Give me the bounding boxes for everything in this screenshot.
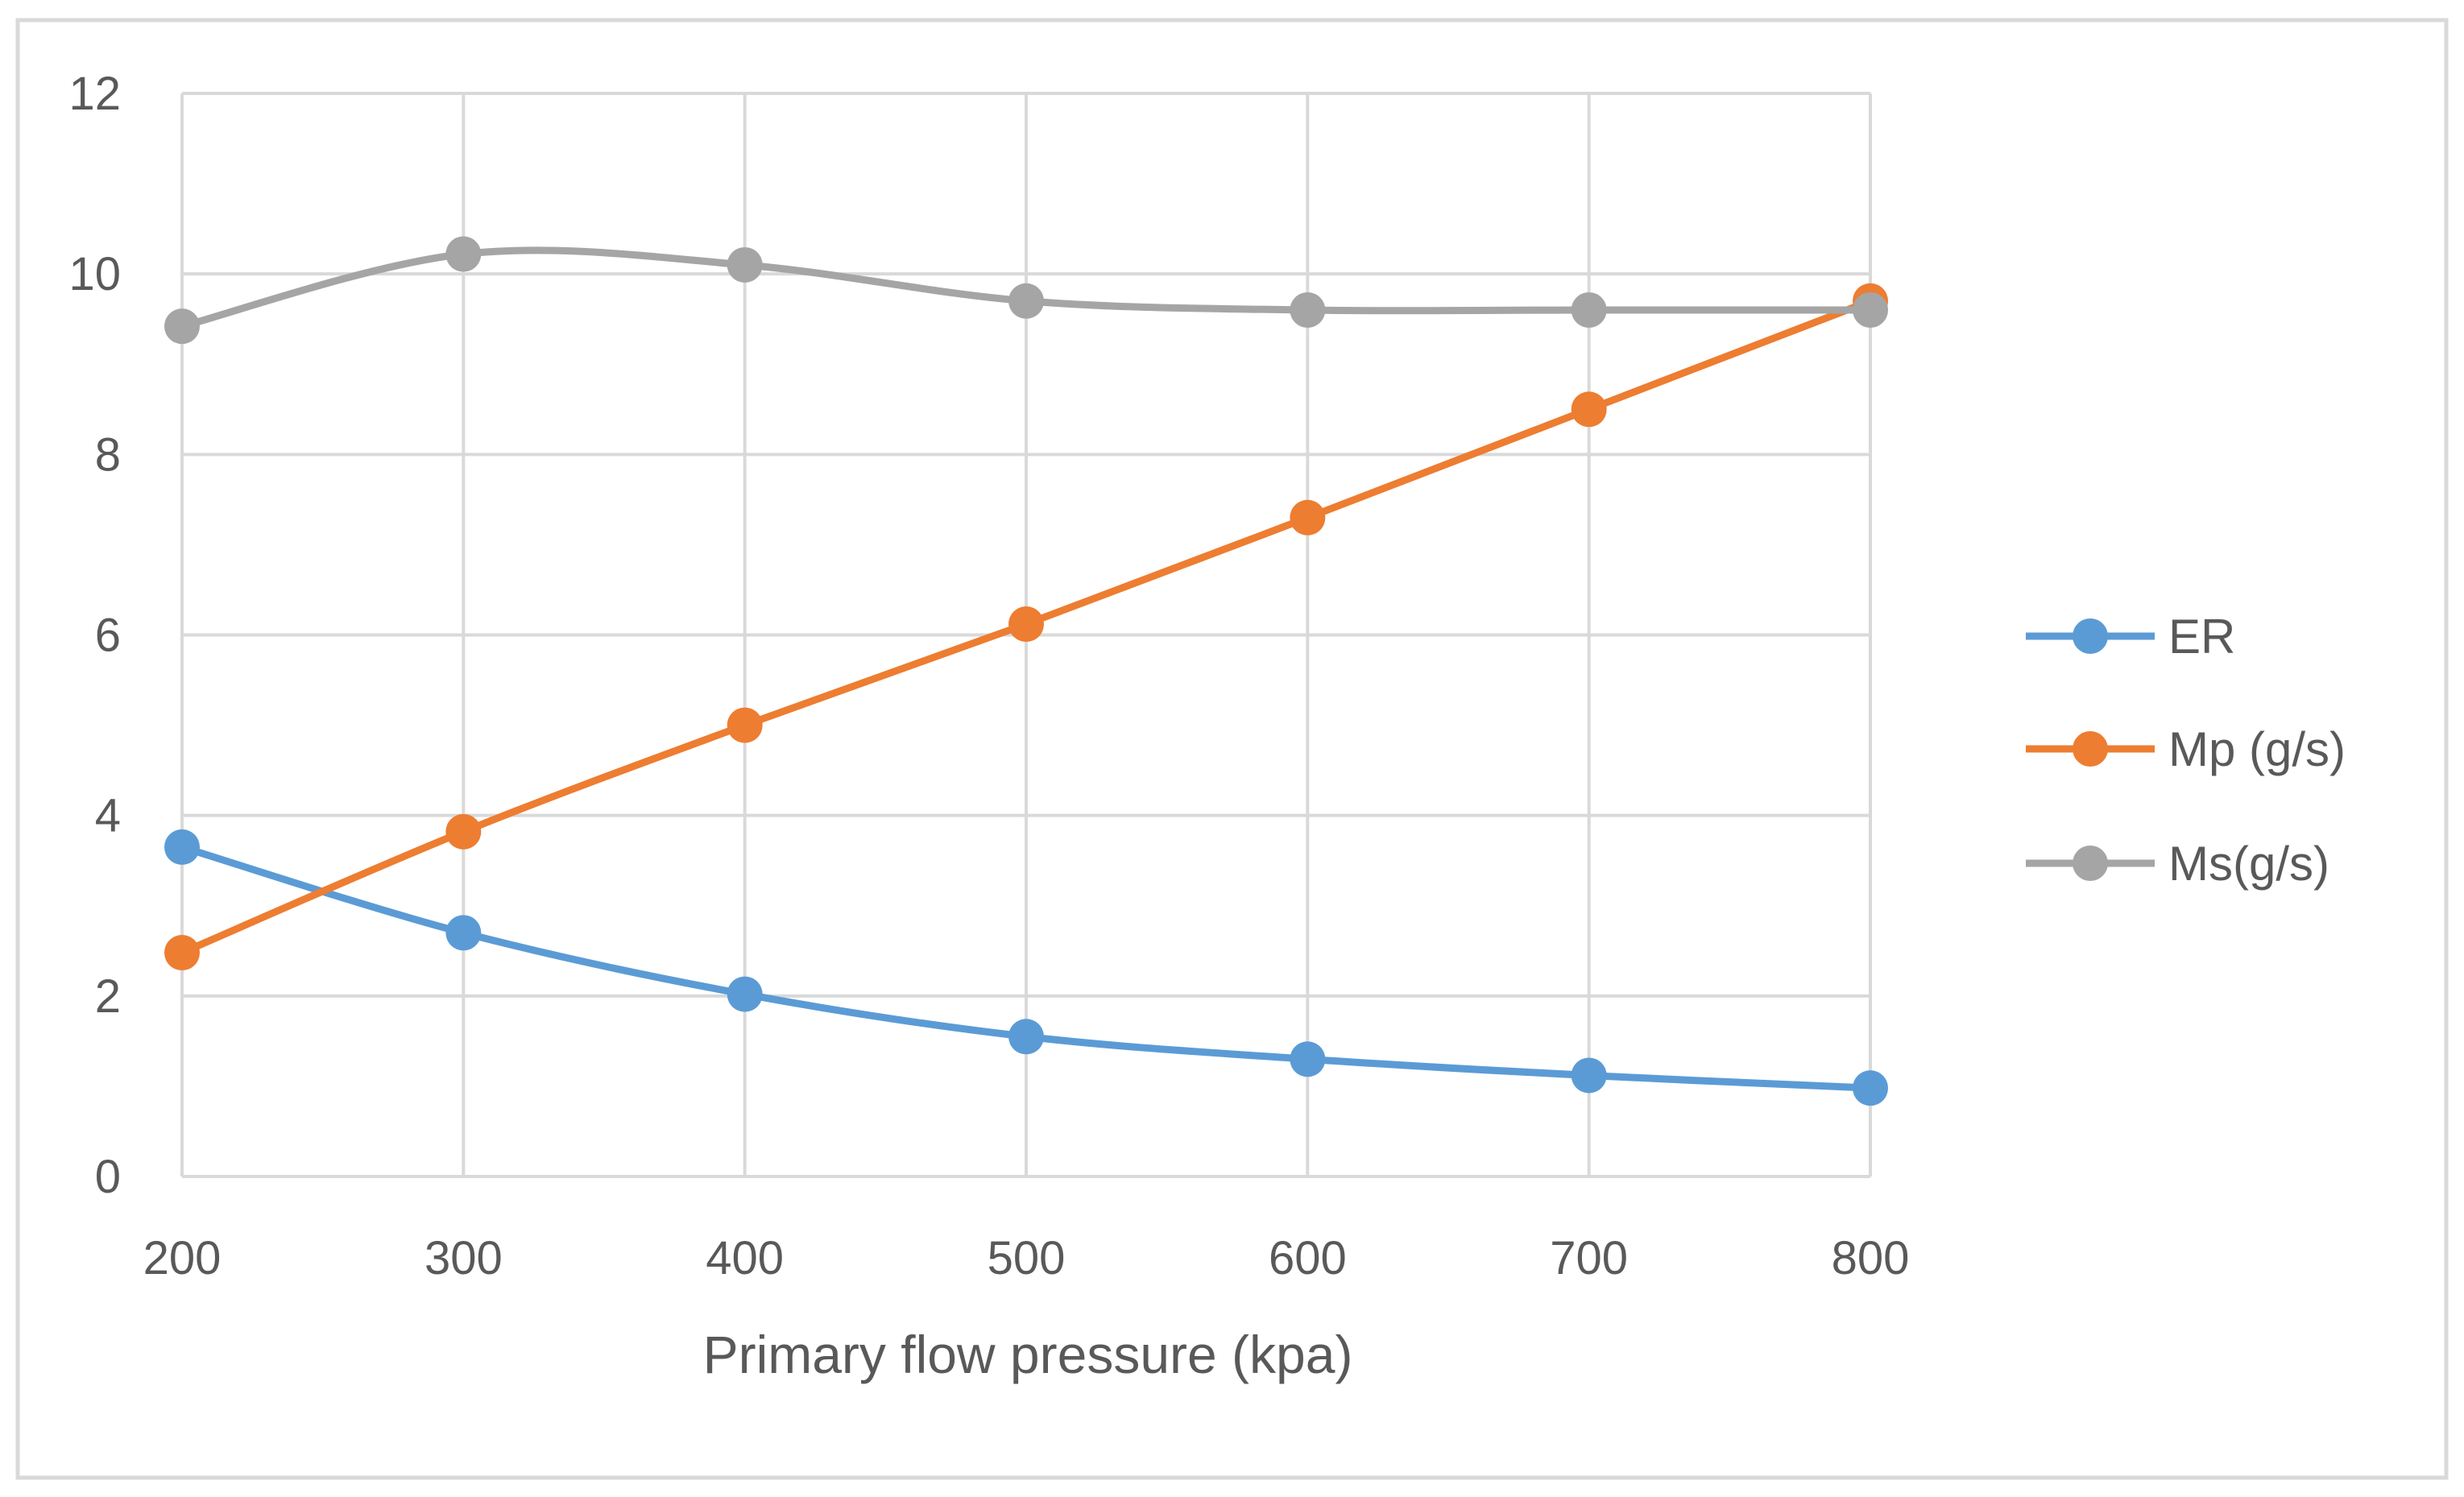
- legend-label: Mp (g/s): [2168, 722, 2346, 776]
- y-tick-label: 0: [95, 1151, 121, 1203]
- data-point: [1008, 283, 1044, 319]
- x-axis-title: Primary flow pressure (kpa): [703, 1325, 1353, 1384]
- y-tick-label: 10: [68, 248, 121, 300]
- data-point: [445, 813, 482, 850]
- data-point: [164, 829, 200, 865]
- legend: ER Mp (g/s) Ms(g/s): [2026, 610, 2346, 891]
- data-point: [1290, 499, 1326, 536]
- data-point: [1290, 1041, 1326, 1077]
- legend-label: ER: [2168, 610, 2235, 664]
- data-point: [1853, 1070, 1888, 1106]
- data-point: [445, 236, 482, 272]
- series-group: [164, 236, 1888, 1106]
- x-tick-label: 200: [143, 1232, 222, 1284]
- x-tick-label: 700: [1550, 1232, 1628, 1284]
- data-point: [727, 246, 763, 283]
- x-tick-label: 300: [424, 1232, 503, 1284]
- data-point: [1571, 1057, 1607, 1094]
- legend-item-2: Ms(g/s): [2026, 837, 2329, 891]
- x-tick-label: 800: [1832, 1232, 1910, 1284]
- y-axis-ticks: 0 2 4 6 8 10 12: [68, 68, 121, 1203]
- data-point: [164, 935, 200, 971]
- data-point: [727, 976, 763, 1012]
- x-tick-label: 500: [988, 1232, 1066, 1284]
- legend-marker: [2073, 618, 2108, 654]
- y-tick-label: 6: [95, 610, 121, 662]
- y-tick-label: 12: [68, 68, 121, 120]
- legend-marker: [2073, 846, 2108, 881]
- x-tick-label: 600: [1269, 1232, 1347, 1284]
- data-point: [1008, 1019, 1044, 1055]
- series-2: [164, 236, 1888, 345]
- legend-item-1: Mp (g/s): [2026, 722, 2346, 776]
- data-point: [1008, 606, 1044, 643]
- y-tick-label: 8: [95, 428, 121, 481]
- series-0: [164, 829, 1888, 1106]
- y-tick-label: 2: [95, 970, 121, 1023]
- data-point: [1853, 292, 1888, 328]
- data-point: [164, 308, 200, 345]
- legend-label: Ms(g/s): [2168, 837, 2329, 891]
- data-point: [727, 707, 763, 743]
- legend-marker: [2073, 731, 2108, 767]
- data-point: [1290, 292, 1326, 328]
- data-point: [1571, 292, 1607, 328]
- x-tick-label: 400: [706, 1232, 784, 1284]
- x-axis-ticks: 200 300 400 500 600 700 800: [143, 1232, 1910, 1284]
- legend-item-0: ER: [2026, 610, 2235, 664]
- data-point: [1571, 391, 1607, 428]
- y-tick-label: 4: [95, 790, 121, 842]
- data-point: [445, 915, 482, 951]
